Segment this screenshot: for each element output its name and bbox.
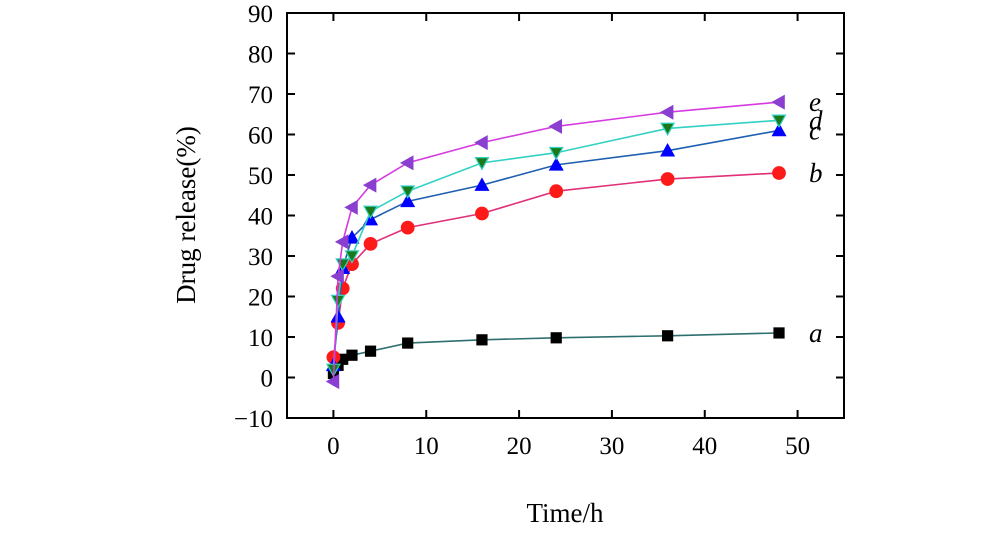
data-point (661, 173, 674, 186)
y-tick-label: 50 (248, 163, 273, 190)
x-tick-label: 0 (327, 433, 340, 460)
x-tick-label: 10 (414, 433, 439, 460)
y-tick-label: 90 (248, 1, 273, 28)
series-b: b (327, 158, 823, 364)
data-point (774, 328, 784, 338)
data-point (364, 237, 377, 250)
data-point (475, 207, 488, 220)
data-point (773, 166, 786, 179)
data-point (662, 331, 672, 341)
data-point (365, 346, 375, 356)
y-tick-label: 80 (248, 42, 273, 69)
y-axis: −10 0 10 20 30 40 50 60 70 80 90 (234, 1, 844, 433)
series-label-b: b (809, 158, 823, 188)
series-label-e: e (809, 87, 821, 117)
data-point (401, 156, 413, 169)
y-tick-label: 20 (248, 285, 273, 312)
x-tick-label: 50 (785, 433, 810, 460)
data-point (475, 136, 487, 149)
data-point (550, 120, 562, 133)
y-axis-title: Drug release(%) (171, 126, 201, 304)
series-label-a: a (809, 318, 823, 348)
data-point (401, 186, 414, 198)
series-c: c (327, 115, 821, 370)
y-tick-label: 0 (261, 366, 274, 393)
y-tick-label: 70 (248, 82, 273, 109)
y-tick-label: 40 (248, 204, 273, 231)
data-point (402, 338, 412, 348)
x-tick-label: 30 (599, 433, 624, 460)
x-tick-label: 40 (692, 433, 717, 460)
x-tick-label: 20 (507, 433, 532, 460)
data-point (661, 106, 673, 119)
x-axis-title: Time/h (526, 498, 604, 528)
data-point (401, 221, 414, 234)
data-point (477, 335, 487, 345)
data-point (475, 158, 488, 170)
data-point (347, 350, 357, 360)
data-point (551, 333, 561, 343)
data-point (332, 295, 345, 307)
series-e: e (327, 87, 821, 388)
series-d: d (327, 105, 823, 376)
series-line-b (333, 173, 779, 357)
x-axis: 0 10 20 30 40 50 (327, 13, 810, 460)
data-point (364, 206, 377, 218)
y-tick-label: 60 (248, 123, 273, 150)
series-a: a (328, 318, 822, 379)
data-point (550, 185, 563, 198)
data-point (773, 96, 785, 109)
y-tick-label: −10 (234, 406, 273, 433)
y-tick-label: 30 (248, 244, 273, 271)
y-tick-label: 10 (248, 325, 273, 352)
